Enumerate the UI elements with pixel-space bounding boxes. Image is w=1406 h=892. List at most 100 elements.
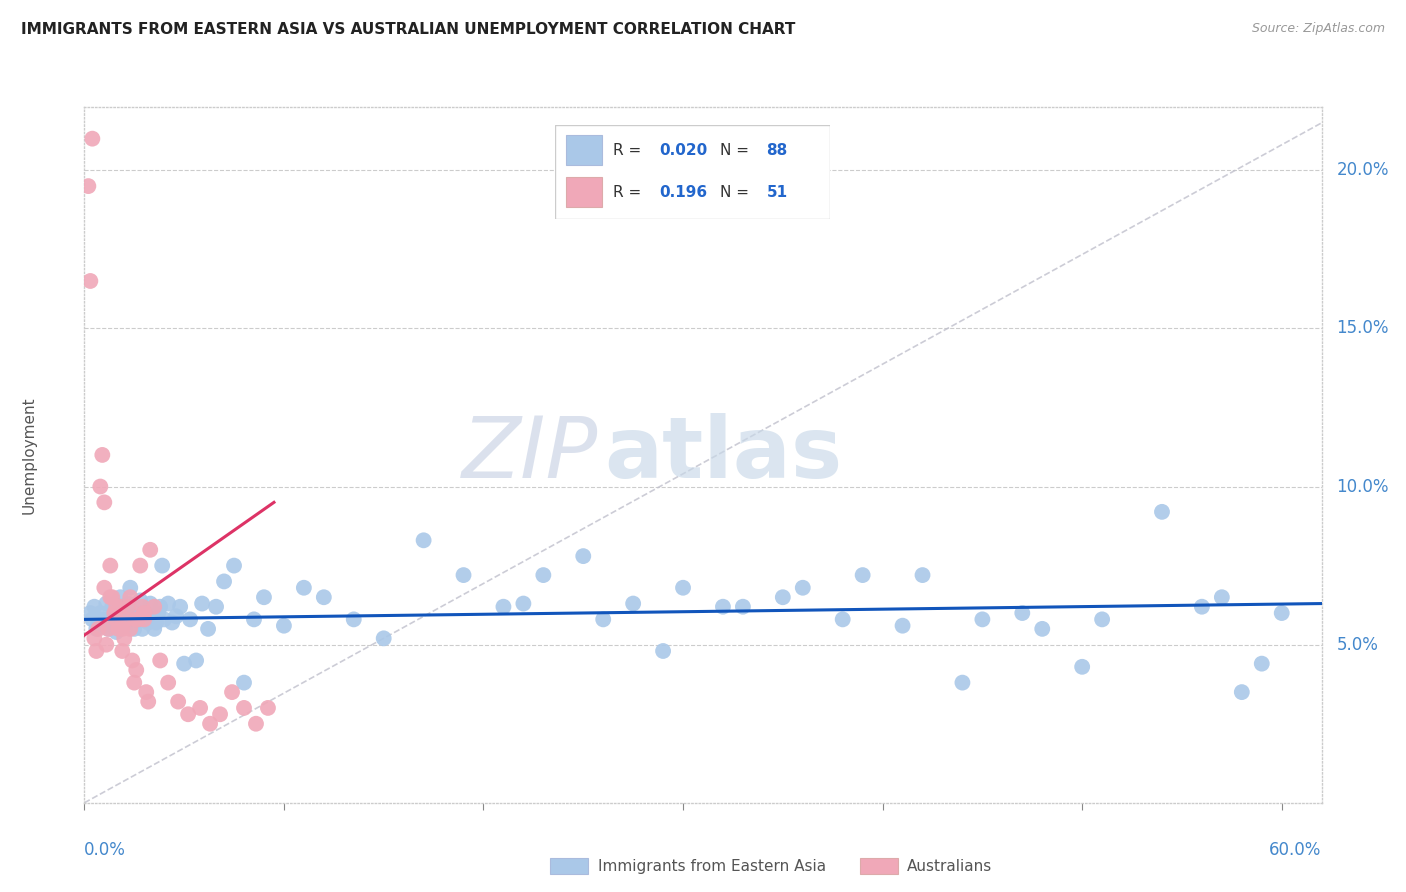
Text: 5.0%: 5.0% <box>1337 636 1378 654</box>
Point <box>160 615 183 630</box>
Point <box>117 597 139 611</box>
Point <box>110 591 132 605</box>
Bar <box>567 178 602 207</box>
Point <box>209 707 232 722</box>
Point <box>143 599 166 614</box>
Point <box>157 675 180 690</box>
Point <box>165 609 187 624</box>
Point <box>343 612 366 626</box>
Point <box>103 606 125 620</box>
Text: N =: N = <box>720 185 754 200</box>
Point <box>1250 657 1272 671</box>
Point <box>127 612 149 626</box>
Point <box>531 568 554 582</box>
Point <box>149 599 172 614</box>
Point <box>111 622 134 636</box>
Point <box>125 612 148 626</box>
Point <box>112 612 135 626</box>
Point <box>139 597 162 611</box>
Point <box>135 685 157 699</box>
Point <box>243 612 266 626</box>
Point <box>139 542 162 557</box>
Text: R =: R = <box>613 185 647 200</box>
Point <box>148 606 170 620</box>
Point <box>112 632 135 646</box>
Point <box>453 568 475 582</box>
Point <box>107 622 129 636</box>
Point <box>911 568 934 582</box>
Point <box>77 179 100 194</box>
Point <box>97 622 120 636</box>
Point <box>98 612 121 626</box>
Point <box>127 612 149 626</box>
Point <box>222 558 245 573</box>
Text: 10.0%: 10.0% <box>1337 477 1389 496</box>
Text: Unemployment: Unemployment <box>21 396 37 514</box>
Point <box>89 606 111 620</box>
Point <box>103 609 125 624</box>
Point <box>153 612 176 626</box>
Text: 20.0%: 20.0% <box>1337 161 1389 179</box>
Point <box>107 615 129 630</box>
Point <box>205 599 228 614</box>
Point <box>157 597 180 611</box>
Point <box>91 612 114 626</box>
Point <box>96 638 118 652</box>
Point <box>87 622 110 636</box>
Point <box>125 663 148 677</box>
Point <box>105 599 128 614</box>
Text: 60.0%: 60.0% <box>1270 841 1322 859</box>
Point <box>179 612 201 626</box>
Point <box>652 644 675 658</box>
Text: 15.0%: 15.0% <box>1337 319 1389 337</box>
Point <box>177 707 200 722</box>
Point <box>197 622 219 636</box>
Point <box>111 644 134 658</box>
Bar <box>551 858 589 874</box>
Point <box>131 599 153 614</box>
Point <box>110 599 132 614</box>
Text: ZIP: ZIP <box>461 413 598 497</box>
Text: R =: R = <box>613 143 647 158</box>
Point <box>97 622 120 636</box>
Text: 51: 51 <box>766 185 787 200</box>
Point <box>233 701 256 715</box>
Point <box>972 612 994 626</box>
Point <box>292 581 315 595</box>
Point <box>83 599 105 614</box>
Point <box>167 695 190 709</box>
Point <box>173 657 195 671</box>
Point <box>412 533 434 548</box>
Point <box>672 581 695 595</box>
FancyBboxPatch shape <box>555 125 830 219</box>
Text: IMMIGRANTS FROM EASTERN ASIA VS AUSTRALIAN UNEMPLOYMENT CORRELATION CHART: IMMIGRANTS FROM EASTERN ASIA VS AUSTRALI… <box>21 22 796 37</box>
Point <box>212 574 235 589</box>
Point <box>1011 606 1033 620</box>
Point <box>1150 505 1173 519</box>
Text: 0.196: 0.196 <box>659 185 707 200</box>
Point <box>122 622 145 636</box>
Point <box>93 581 115 595</box>
Point <box>131 622 153 636</box>
Point <box>221 685 243 699</box>
Point <box>98 558 121 573</box>
Point <box>1031 622 1053 636</box>
Point <box>191 597 214 611</box>
Point <box>105 625 128 640</box>
Point <box>122 675 145 690</box>
Point <box>121 609 143 624</box>
Point <box>257 701 280 715</box>
Point <box>253 591 276 605</box>
Point <box>572 549 595 563</box>
Point <box>101 591 124 605</box>
Point <box>120 591 142 605</box>
Point <box>512 597 534 611</box>
Point <box>96 597 118 611</box>
Point <box>83 632 105 646</box>
Point <box>149 653 172 667</box>
Point <box>731 599 754 614</box>
Point <box>891 618 914 632</box>
Point <box>198 716 221 731</box>
Point <box>273 618 295 632</box>
Point <box>1191 599 1213 614</box>
